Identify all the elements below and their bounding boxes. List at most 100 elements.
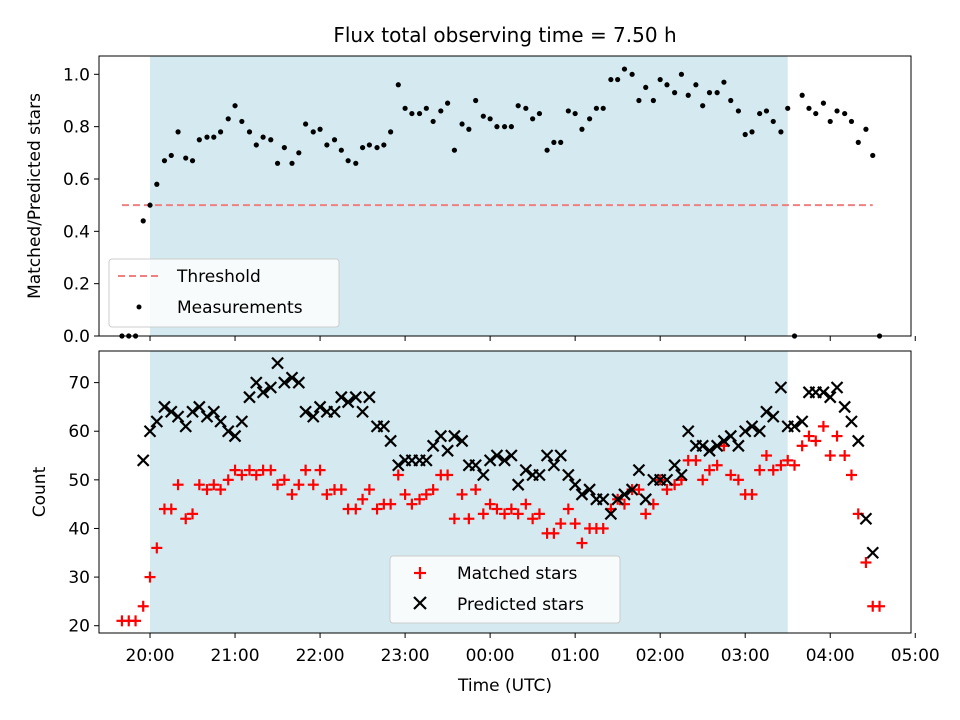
predicted-star-point	[285, 371, 299, 385]
measurement-point	[870, 152, 876, 159]
predicted-star-point	[377, 420, 391, 433]
matched-star-point	[499, 508, 511, 520]
predicted-star-mark-b	[349, 390, 363, 404]
predicted-star-mark-b	[420, 454, 433, 467]
count-y-tick-label: 20	[68, 617, 90, 637]
measurement-point	[289, 160, 295, 166]
predicted-star-point	[618, 488, 631, 501]
predicted-star-mark-b	[299, 405, 312, 419]
predicted-star-mark-b	[150, 415, 164, 428]
predicted-star-mark-b	[604, 507, 618, 521]
matched-star-point	[307, 479, 319, 491]
matched-star-point	[697, 474, 709, 486]
predicted-star-point	[554, 449, 567, 462]
predicted-star-point	[596, 493, 610, 506]
predicted-star-point	[164, 405, 178, 419]
predicted-star-point	[823, 390, 837, 404]
predicted-star-point	[207, 405, 221, 419]
time-x-tick-label: 04:00	[806, 646, 855, 666]
ratio-y-axis-label: Matched/Predicted stars	[25, 93, 45, 299]
matched-star-point	[470, 484, 482, 496]
matched-star-point	[775, 459, 787, 471]
predicted-star-mark-b	[271, 356, 284, 370]
predicted-star-point	[745, 420, 759, 433]
predicted-star-mark-b	[426, 439, 440, 453]
time-x-tick-label: 22:00	[296, 646, 345, 666]
predicted-star-point	[171, 410, 185, 423]
predicted-star-point	[625, 483, 639, 496]
measurement-point	[735, 108, 741, 114]
predicted-star-point	[562, 468, 575, 482]
measurement-point	[530, 116, 536, 122]
predicted-star-mark-b	[668, 458, 681, 472]
measurement-point	[700, 103, 706, 109]
matched-star-point	[782, 454, 794, 466]
predicted-legend-label: Predicted stars	[457, 595, 584, 615]
predicted-star-point	[568, 478, 582, 491]
predicted-star-point	[660, 473, 674, 487]
predicted-star-mark-b	[164, 405, 178, 419]
predicted-star-point	[753, 424, 766, 438]
predicted-star-mark-b	[533, 468, 546, 482]
predicted-star-mark-b	[243, 390, 256, 404]
predicted-star-point	[441, 444, 454, 457]
predicted-star-mark-b	[511, 478, 525, 491]
matched-star-point	[824, 450, 836, 462]
matched-legend-label: Matched stars	[457, 564, 577, 584]
predicted-star-point	[533, 468, 546, 482]
predicted-star-point	[519, 463, 533, 477]
count-plot-frame	[98, 350, 912, 634]
matched-star-point	[399, 488, 411, 500]
measurement-point	[487, 116, 493, 122]
matched-star-point	[562, 503, 574, 515]
predicted-star-point	[186, 405, 199, 419]
measurement-point	[827, 118, 833, 125]
predicted-star-point	[143, 424, 157, 438]
measurement-point	[799, 92, 805, 98]
predicted-star-mark-b	[838, 400, 851, 414]
predicted-star-mark-b	[377, 420, 391, 433]
predicted-star-point	[724, 429, 738, 443]
measurement-point	[310, 129, 316, 135]
matched-star-point	[527, 513, 539, 525]
measurement-point	[196, 137, 202, 143]
matched-star-point	[151, 542, 163, 554]
count-y-axis-label: Count	[30, 466, 50, 517]
measurement-point	[154, 181, 160, 187]
predicted-star-mark-b	[490, 449, 504, 462]
predicted-star-mark-b	[660, 473, 674, 487]
predicted-star-point	[681, 424, 695, 438]
measurement-point	[281, 144, 287, 151]
predicted-star-mark-b	[583, 483, 596, 496]
predicted-star-point	[675, 468, 688, 482]
matched-star-point	[420, 488, 432, 500]
measurement-point	[721, 79, 727, 85]
predicted-star-point	[788, 420, 801, 433]
matched-star-point	[172, 479, 184, 491]
matched-star-point	[703, 464, 715, 476]
predicted-star-mark-b	[717, 434, 731, 448]
matched-star-point	[222, 474, 234, 486]
measurement-point	[863, 126, 869, 132]
predicted-star-mark-b	[441, 444, 454, 457]
predicted-star-point	[271, 356, 284, 370]
predicted-star-mark-b	[328, 405, 341, 419]
measurement-point	[381, 142, 387, 148]
measurement-point	[183, 155, 189, 161]
matched-star-point	[187, 508, 199, 520]
matched-star-point	[463, 513, 475, 525]
matched-star-point	[321, 488, 333, 500]
time-x-axis-label: Time (UTC)	[457, 676, 552, 696]
measurement-point	[608, 76, 614, 83]
predicted-star-point	[766, 410, 780, 423]
predicted-star-mark-b	[859, 512, 873, 526]
predicted-star-point	[150, 415, 164, 428]
measurement-point	[749, 129, 755, 135]
matched-star-point	[265, 464, 277, 476]
count-y-tick-label: 60	[68, 422, 90, 442]
predicted-star-mark-b	[341, 395, 355, 409]
measurements-legend-swatch	[136, 304, 142, 310]
predicted-star-mark-b	[306, 410, 320, 423]
predicted-star-point	[611, 493, 624, 506]
time-x-tick-label: 23:00	[381, 646, 430, 666]
